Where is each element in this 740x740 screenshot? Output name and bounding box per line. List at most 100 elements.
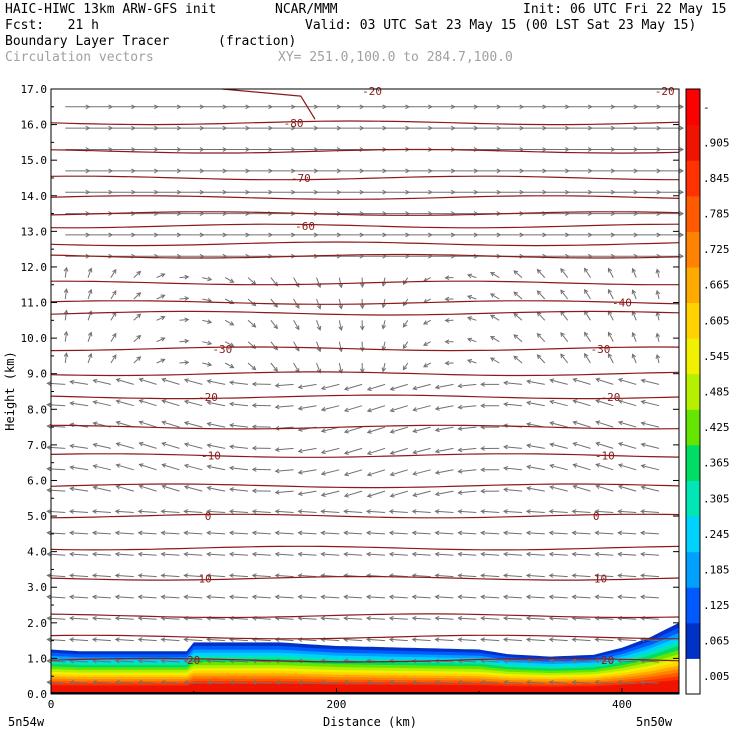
vector-head	[343, 450, 349, 455]
vector-shaft	[252, 681, 271, 684]
vector-shaft	[573, 442, 591, 449]
vector-arrow	[640, 421, 660, 428]
vector-shaft	[321, 532, 340, 535]
vector-head	[412, 471, 418, 476]
vector-head	[251, 365, 257, 371]
vector-shaft	[526, 660, 545, 663]
vector-head	[631, 353, 637, 359]
vector-shaft	[573, 400, 591, 407]
vector-head	[87, 352, 93, 358]
vector-head	[411, 530, 417, 536]
vector-arrow	[202, 319, 213, 324]
vector-head	[160, 273, 166, 278]
vector-shaft	[247, 362, 256, 370]
vector-arrow	[584, 267, 591, 278]
vector-arrow	[160, 658, 180, 664]
vector-arrow	[91, 594, 111, 600]
vector-arrow	[567, 168, 593, 174]
contour-label: -60	[295, 220, 315, 233]
vector-arrow	[156, 147, 182, 152]
y-tick-label: 16.0	[21, 119, 48, 132]
vector-arrow	[444, 318, 454, 323]
vector-head	[359, 325, 365, 331]
vector-shaft	[412, 638, 431, 642]
vector-head	[229, 487, 234, 492]
vector-shaft	[133, 313, 141, 321]
vector-head	[388, 594, 394, 600]
vector-shaft	[293, 277, 300, 287]
vector-shaft	[184, 464, 203, 471]
vector-head	[549, 421, 555, 426]
vector-shaft	[70, 660, 89, 663]
colorbar-label: .905	[703, 136, 730, 149]
vector-arrow	[137, 594, 157, 600]
vector-shaft	[412, 553, 431, 556]
vector-shaft	[184, 617, 203, 620]
vector-arrow	[251, 509, 271, 514]
vector-arrow	[595, 399, 614, 407]
vector-head	[560, 353, 565, 359]
vector-head	[381, 281, 387, 287]
vector-arrow	[617, 484, 637, 492]
vector-arrow	[365, 594, 386, 600]
vector-arrow	[160, 573, 180, 578]
vector-shaft	[321, 553, 340, 556]
vector-head	[46, 530, 52, 536]
vector-arrow	[595, 420, 614, 428]
vector-head	[502, 637, 508, 643]
plot-frame	[50, 88, 680, 695]
vector-shaft	[537, 290, 546, 300]
vector-arrow	[156, 294, 166, 300]
vector-arrow	[183, 573, 203, 578]
vector-shaft	[526, 553, 545, 556]
vector-arrow	[453, 104, 479, 110]
vector-shaft	[390, 383, 408, 390]
vector-shaft	[618, 574, 637, 578]
vector-shaft	[70, 510, 89, 513]
vector-arrow	[631, 289, 637, 300]
vector-head	[548, 509, 554, 514]
vector-shaft	[298, 405, 317, 410]
vector-arrow	[567, 104, 593, 110]
tracer-band-14	[51, 679, 679, 694]
vector-arrow	[338, 277, 343, 289]
vector-arrow	[434, 447, 454, 454]
vector-shaft	[596, 442, 614, 449]
vector-arrow	[362, 104, 388, 110]
vector-shaft	[47, 510, 66, 513]
vector-arrow	[91, 509, 111, 514]
vector-shaft	[70, 381, 89, 385]
vector-head	[607, 331, 613, 337]
vector-head	[137, 637, 143, 643]
vector-arrow	[388, 637, 408, 643]
vector-head	[617, 551, 623, 557]
vector-shaft	[252, 638, 271, 642]
vector-arrow	[476, 104, 502, 110]
vector-arrow	[179, 189, 205, 195]
vector-arrow	[160, 594, 180, 600]
vector-shaft	[389, 681, 408, 684]
vector-head	[183, 573, 189, 578]
vector-head	[229, 465, 234, 471]
vector-arrow	[536, 290, 546, 300]
vector-arrow	[343, 509, 363, 514]
vector-arrow	[110, 189, 136, 195]
vector-shaft	[526, 638, 545, 642]
vector-head	[183, 509, 189, 514]
vector-shaft	[138, 596, 157, 599]
vector-arrow	[248, 168, 274, 174]
vector-head	[480, 679, 486, 685]
vector-arrow	[206, 485, 226, 492]
vector-head	[640, 509, 645, 514]
vector-arrow	[411, 530, 431, 536]
vector-head	[138, 463, 144, 468]
vector-shaft	[229, 553, 249, 556]
vector-arrow	[179, 274, 190, 280]
vector-shaft	[64, 310, 67, 321]
vector-head	[594, 573, 600, 578]
vector-arrow	[525, 509, 545, 514]
vector-arrow	[655, 311, 661, 321]
vector-arrow	[91, 658, 111, 664]
vector-head	[92, 421, 98, 427]
vector-shaft	[490, 357, 500, 364]
